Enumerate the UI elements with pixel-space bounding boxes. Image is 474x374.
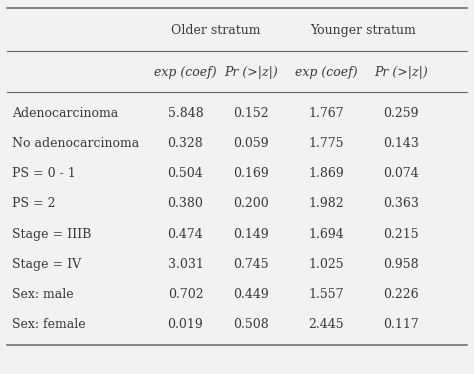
Text: Stage = IIIB: Stage = IIIB xyxy=(12,228,91,240)
Text: 0.117: 0.117 xyxy=(383,318,419,331)
Text: 0.504: 0.504 xyxy=(168,167,203,180)
Text: 0.508: 0.508 xyxy=(233,318,269,331)
Text: Stage = IV: Stage = IV xyxy=(12,258,81,271)
Text: 0.019: 0.019 xyxy=(168,318,203,331)
Text: 0.328: 0.328 xyxy=(168,137,203,150)
Text: 0.745: 0.745 xyxy=(233,258,269,271)
Text: 1.982: 1.982 xyxy=(308,197,344,211)
Text: 0.143: 0.143 xyxy=(383,137,419,150)
Text: 5.848: 5.848 xyxy=(168,107,203,120)
Text: 0.474: 0.474 xyxy=(168,228,203,240)
Text: 0.215: 0.215 xyxy=(383,228,419,240)
Text: 0.958: 0.958 xyxy=(383,258,419,271)
Text: 0.149: 0.149 xyxy=(233,228,269,240)
Text: 0.702: 0.702 xyxy=(168,288,203,301)
Text: 0.259: 0.259 xyxy=(383,107,419,120)
Text: Younger stratum: Younger stratum xyxy=(310,24,416,37)
Text: 1.869: 1.869 xyxy=(308,167,344,180)
Text: 1.775: 1.775 xyxy=(308,137,344,150)
Text: 0.169: 0.169 xyxy=(233,167,269,180)
Text: Adenocarcinoma: Adenocarcinoma xyxy=(12,107,118,120)
Text: Pr (>|z|): Pr (>|z|) xyxy=(374,66,428,79)
Text: 2.445: 2.445 xyxy=(308,318,344,331)
Text: 0.152: 0.152 xyxy=(233,107,269,120)
Text: 0.363: 0.363 xyxy=(383,197,419,211)
Text: 1.025: 1.025 xyxy=(308,258,344,271)
Text: 0.380: 0.380 xyxy=(167,197,203,211)
Text: exp (coef): exp (coef) xyxy=(154,66,217,79)
Text: 0.449: 0.449 xyxy=(233,288,269,301)
Text: 0.226: 0.226 xyxy=(383,288,419,301)
Text: Sex: male: Sex: male xyxy=(12,288,74,301)
Text: 1.557: 1.557 xyxy=(308,288,344,301)
Text: No adenocarcinoma: No adenocarcinoma xyxy=(12,137,139,150)
Text: Pr (>|z|): Pr (>|z|) xyxy=(224,66,278,79)
Text: PS = 0 - 1: PS = 0 - 1 xyxy=(12,167,76,180)
Text: exp (coef): exp (coef) xyxy=(295,66,357,79)
Text: 0.074: 0.074 xyxy=(383,167,419,180)
Text: Sex: female: Sex: female xyxy=(12,318,86,331)
Text: 0.200: 0.200 xyxy=(233,197,269,211)
Text: 0.059: 0.059 xyxy=(233,137,269,150)
Text: 1.767: 1.767 xyxy=(308,107,344,120)
Text: 3.031: 3.031 xyxy=(167,258,203,271)
Text: 1.694: 1.694 xyxy=(308,228,344,240)
Text: Older stratum: Older stratum xyxy=(171,24,261,37)
Text: PS = 2: PS = 2 xyxy=(12,197,55,211)
